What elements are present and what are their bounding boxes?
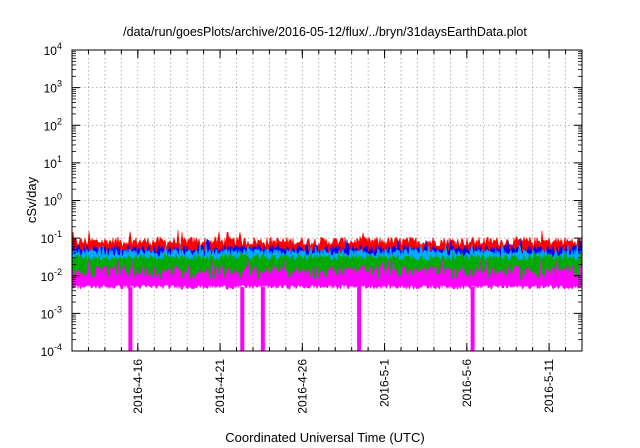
y-tick-exponent: 2 [57,116,62,126]
y-tick-exponent: 4 [57,41,62,51]
series-floor-mask [72,284,582,351]
tick-layer [72,49,582,352]
dropout-spike [470,287,475,351]
y-tick-label: 102 [44,116,62,133]
y-tick-label: 101 [44,154,62,171]
y-tick-label: 10-4 [41,342,62,359]
y-tick-label: 104 [44,41,62,58]
x-axis-label: Coordinated Universal Time (UTC) [225,430,424,445]
y-tick-exponent: -3 [54,304,62,314]
y-tick-label: 10-1 [41,229,62,246]
x-tick-label: 2016-4-26 [295,359,309,414]
y-tick-exponent: 0 [57,192,62,202]
y-axis-label: cSv/day [24,176,39,223]
x-tick-label: 2016-5-11 [542,359,556,413]
y-tick-label: 10-2 [41,267,62,284]
dropout-spike [240,287,245,351]
dropout-spike [357,287,362,351]
x-tick-label: 2016-5-1 [378,359,392,407]
dropout-spike [128,287,133,351]
chart-title: /data/run/goesPlots/archive/2016-05-12/f… [123,25,527,39]
x-tick-label: 2016-4-21 [213,359,227,414]
y-tick-exponent: -2 [54,267,62,277]
y-tick-label: 10-3 [41,304,62,321]
dropout-spike [260,287,265,351]
label-layer: 10-410-310-210-11001011021031042016-4-16… [41,41,556,414]
x-tick-label: 2016-5-6 [460,359,474,407]
y-tick-exponent: 1 [57,154,62,164]
data-layer [71,229,583,352]
y-tick-exponent: 3 [57,79,62,89]
y-tick-label: 103 [44,79,62,96]
x-tick-label: 2016-4-16 [131,359,145,414]
y-tick-label: 100 [44,192,62,209]
y-tick-exponent: -1 [54,229,62,239]
y-tick-exponent: -4 [54,342,62,352]
